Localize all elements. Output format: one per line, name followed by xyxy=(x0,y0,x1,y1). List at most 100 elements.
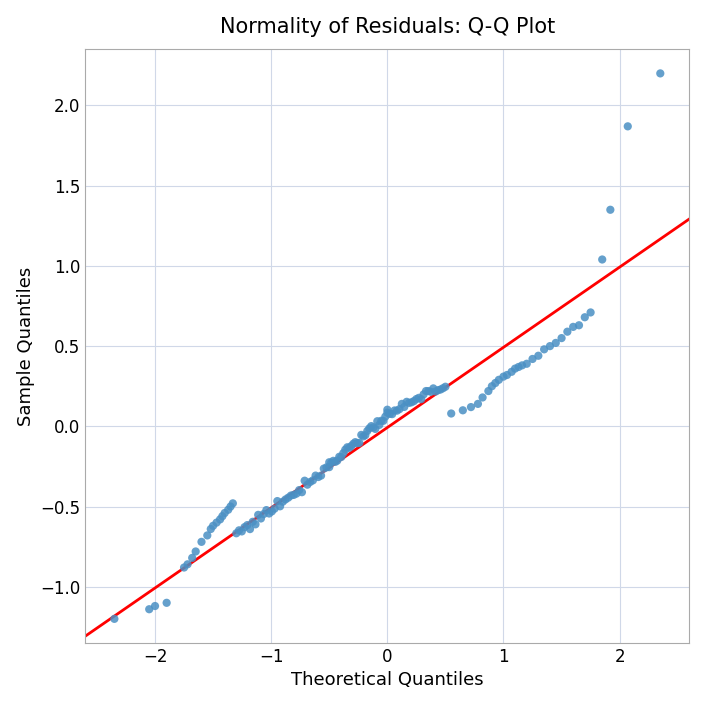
Point xyxy=(597,254,608,265)
Point xyxy=(301,479,313,491)
Point xyxy=(266,505,277,517)
Point xyxy=(263,508,275,519)
Point xyxy=(354,437,365,448)
Point xyxy=(376,415,387,426)
Point xyxy=(378,415,389,426)
Point xyxy=(310,470,321,481)
Point xyxy=(539,344,550,355)
Point xyxy=(332,455,343,466)
Point xyxy=(418,389,429,400)
Point xyxy=(506,366,517,378)
Point xyxy=(501,369,513,381)
Point xyxy=(109,614,120,625)
Point xyxy=(205,523,217,534)
Point xyxy=(401,396,412,407)
Point xyxy=(366,421,377,432)
Point xyxy=(425,386,436,397)
Point xyxy=(371,416,383,427)
Point xyxy=(316,470,327,481)
Point xyxy=(472,398,484,409)
Point xyxy=(304,477,316,488)
Point xyxy=(299,475,311,486)
Point xyxy=(239,522,250,533)
Point xyxy=(234,525,245,536)
Point xyxy=(386,409,397,420)
Point xyxy=(342,442,353,453)
Point xyxy=(325,457,337,468)
Point xyxy=(307,474,318,486)
Point xyxy=(550,337,561,349)
Point xyxy=(430,386,441,397)
Point xyxy=(349,436,361,448)
Point xyxy=(556,333,567,344)
Point xyxy=(288,489,299,501)
Point xyxy=(437,383,448,394)
Point xyxy=(493,374,505,385)
Point xyxy=(568,321,579,333)
Point xyxy=(477,392,489,403)
Point xyxy=(330,456,341,467)
Point xyxy=(244,523,256,534)
Point xyxy=(236,526,247,537)
Point xyxy=(225,501,237,512)
Point xyxy=(605,204,616,215)
Point xyxy=(490,378,501,389)
Point xyxy=(346,441,357,452)
X-axis label: Theoretical Quantiles: Theoretical Quantiles xyxy=(291,671,484,689)
Point xyxy=(208,520,219,532)
Point xyxy=(483,385,494,397)
Point xyxy=(396,398,407,409)
Point xyxy=(654,68,666,79)
Point xyxy=(344,442,355,453)
Point xyxy=(215,514,226,525)
Point xyxy=(533,350,544,361)
Point xyxy=(277,496,289,508)
Point xyxy=(445,408,457,419)
Point xyxy=(373,419,385,431)
Point xyxy=(352,438,363,449)
Point xyxy=(423,385,434,397)
Point xyxy=(250,519,261,530)
Point xyxy=(406,397,417,408)
Point xyxy=(282,492,294,503)
Y-axis label: Sample Quantiles: Sample Quantiles xyxy=(17,266,35,426)
Point xyxy=(313,472,324,483)
Point xyxy=(521,358,532,369)
Point xyxy=(337,448,349,459)
Point xyxy=(258,508,269,520)
Point xyxy=(457,405,469,416)
Point xyxy=(285,490,297,501)
Point xyxy=(368,421,379,433)
Point xyxy=(433,385,444,396)
Point xyxy=(182,558,193,570)
Title: Normality of Residuals: Q-Q Plot: Normality of Residuals: Q-Q Plot xyxy=(220,17,555,37)
Point xyxy=(544,340,556,352)
Point xyxy=(361,425,373,436)
Point xyxy=(323,462,335,473)
Point xyxy=(253,509,264,520)
Point xyxy=(579,311,590,323)
Point xyxy=(358,431,369,442)
Point xyxy=(247,516,258,527)
Point xyxy=(196,536,207,547)
Point xyxy=(440,381,451,393)
Point xyxy=(261,505,272,516)
Point xyxy=(227,498,239,509)
Point xyxy=(321,462,332,473)
Point xyxy=(399,401,410,412)
Point xyxy=(334,451,345,462)
Point xyxy=(370,424,381,435)
Point xyxy=(231,527,242,539)
Point xyxy=(340,444,351,455)
Point xyxy=(394,404,405,415)
Point xyxy=(573,320,585,331)
Point xyxy=(413,393,424,404)
Point xyxy=(211,517,222,528)
Point xyxy=(416,393,427,405)
Point xyxy=(269,503,280,514)
Point xyxy=(335,451,347,462)
Point xyxy=(498,371,509,382)
Point xyxy=(428,383,439,394)
Point xyxy=(347,438,359,450)
Point xyxy=(516,360,527,371)
